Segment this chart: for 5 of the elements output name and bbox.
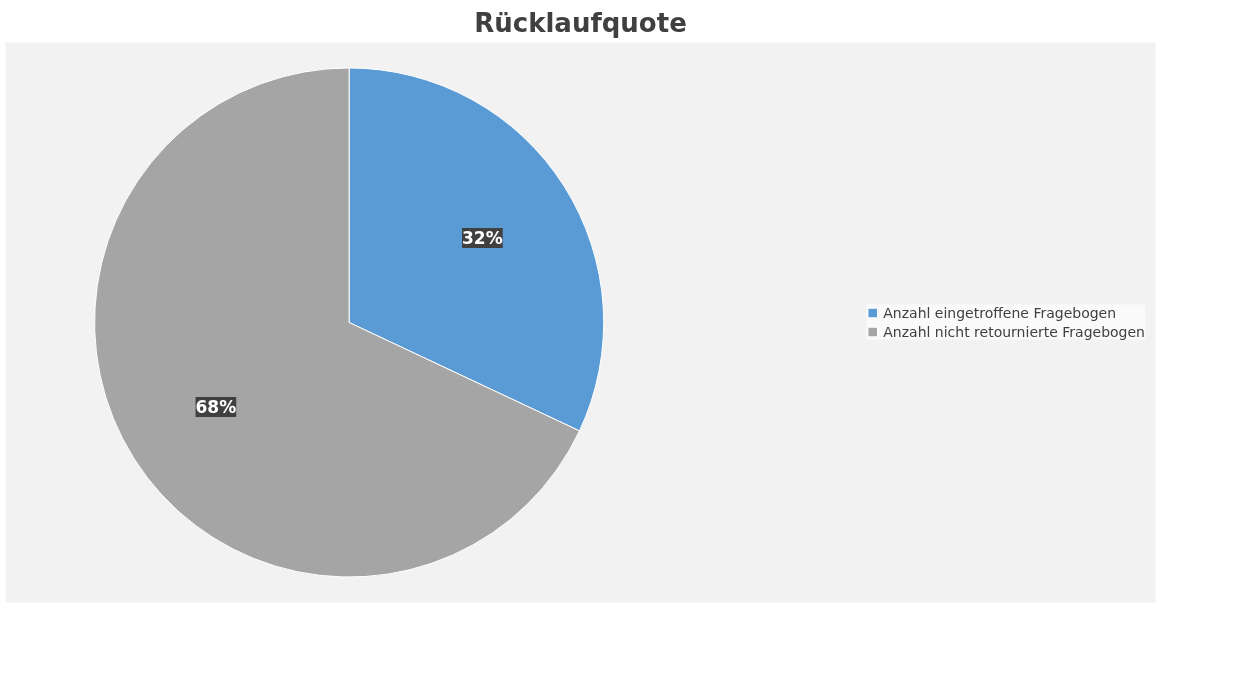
data-label: 32%	[462, 227, 503, 248]
legend-label: Anzahl nicht retournierte Fragebogen	[883, 323, 1145, 340]
legend-label: Anzahl eingetroffene Fragebogen	[883, 304, 1117, 321]
data-label: 68%	[195, 397, 237, 418]
chart-title: Rücklaufquote	[474, 7, 687, 38]
